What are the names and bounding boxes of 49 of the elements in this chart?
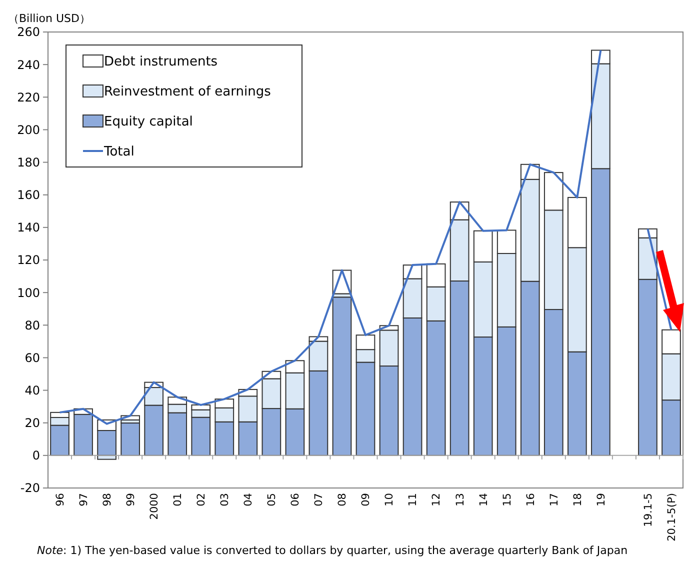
x-tick-label: 01 [172, 493, 184, 506]
y-tick-label: 120 [17, 253, 40, 268]
legend-label: Debt instruments [104, 54, 218, 70]
x-tick-label: 08 [336, 493, 349, 506]
y-tick-label: 20 [24, 416, 40, 430]
y-tick-label: 260 [17, 25, 40, 40]
bar [332, 296, 352, 456]
y-tick-label: 80 [24, 318, 40, 332]
x-tick-label: 15 [501, 493, 514, 506]
x-tick-label: 10 [384, 493, 396, 506]
x-tick-label: 14 [478, 492, 490, 506]
x-tick-label: 18 [572, 493, 584, 506]
legend-label: Reinvestment of earnings [104, 84, 272, 100]
x-tick-label: 98 [101, 493, 114, 506]
x-tick-label: 12 [430, 493, 443, 506]
x-tick-label: 16 [524, 492, 537, 506]
x-tick-label: 06 [290, 492, 302, 506]
x-tick-label: 20.1-5(P) [666, 493, 678, 542]
bar [120, 422, 140, 456]
x-tick-label: 19 [595, 493, 608, 506]
y-tick-label: 40 [24, 383, 40, 398]
y-tick-label: 180 [17, 155, 40, 170]
y-tick-label: 60 [24, 350, 40, 365]
x-tick-label: 05 [266, 493, 278, 506]
y-tick-label: 220 [17, 90, 40, 104]
y-tick-label: 0 [32, 448, 40, 463]
x-tick-label: 97 [78, 493, 90, 506]
y-tick-label: 160 [17, 188, 40, 202]
x-tick-label: 11 [407, 493, 420, 506]
y-tick-label: -20 [20, 481, 40, 496]
y-tick-label: 100 [17, 286, 40, 300]
y-tick-label: 240 [17, 58, 40, 72]
x-tick-label: 19.1-5 [642, 493, 654, 527]
x-tick-label: 99 [124, 493, 137, 506]
x-tick-label: 17 [548, 493, 560, 506]
legend-label: Equity capital [104, 114, 193, 130]
text: Note: 1) The yen-based value is converted to dollars by quarter, using the average quarterly Bank of Japan [37, 544, 628, 557]
x-tick-label: 2000 [148, 493, 161, 520]
x-tick-label: 09 [360, 493, 372, 506]
y-tick-label: 140 [17, 220, 40, 235]
x-tick-label: 03 [219, 493, 232, 506]
legend-label: Total [103, 144, 134, 160]
x-tick-label: 07 [313, 493, 326, 506]
x-tick-label: 04 [242, 492, 255, 506]
x-tick-label: 02 [196, 493, 208, 506]
y-tick-label: 200 [17, 122, 40, 137]
y-axis-title: （Billion USD） [8, 12, 90, 25]
x-tick-label: 13 [454, 493, 466, 506]
x-tick-label: 96 [54, 492, 66, 506]
